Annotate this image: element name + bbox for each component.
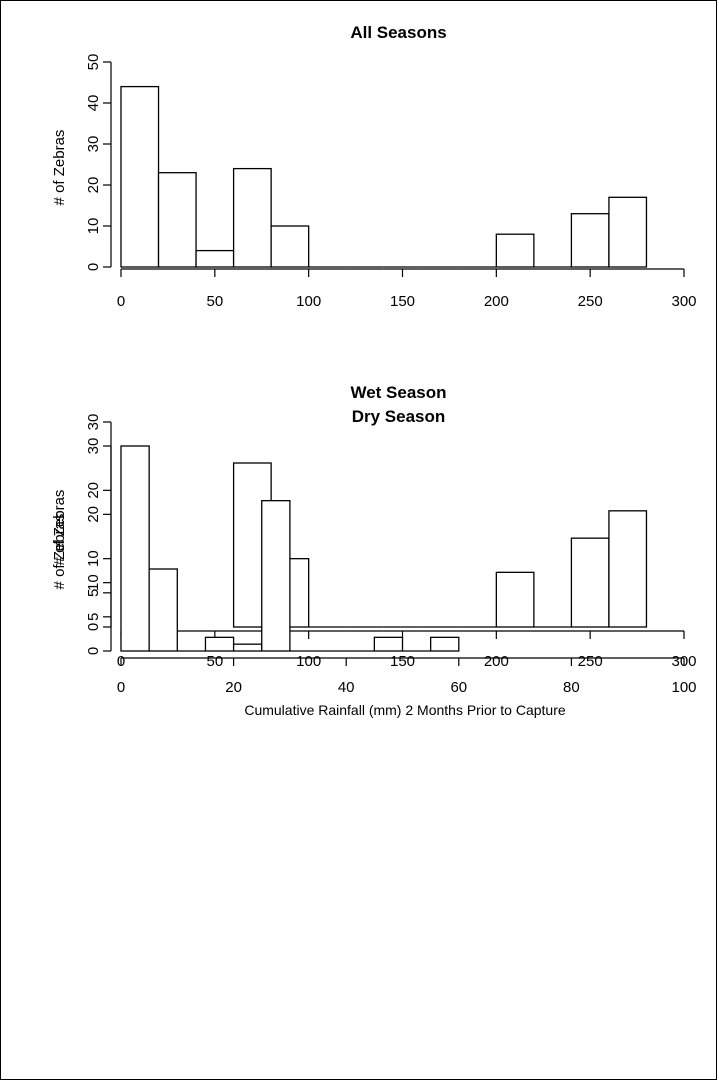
y-axis-label: # of Zebras bbox=[51, 514, 68, 590]
x-tick-label: 20 bbox=[225, 679, 242, 696]
y-tick-label: 10 bbox=[85, 218, 102, 235]
histogram-bar bbox=[570, 213, 610, 268]
y-tick-label: 0 bbox=[85, 623, 102, 631]
histogram-bar bbox=[232, 643, 263, 652]
y-axis-label: # of Zebras bbox=[51, 490, 68, 566]
y-tick-label: 10 bbox=[85, 550, 102, 567]
histogram-bar bbox=[608, 196, 648, 268]
histogram-bar bbox=[495, 233, 535, 268]
histogram-bar bbox=[232, 167, 272, 268]
x-tick-label: 150 bbox=[390, 293, 415, 310]
x-tick-label: 0 bbox=[117, 679, 125, 696]
x-tick-label: 200 bbox=[484, 653, 509, 670]
x-tick-label: 200 bbox=[484, 293, 509, 310]
histogram-bar bbox=[204, 636, 235, 652]
y-tick-label: 30 bbox=[85, 414, 102, 431]
y-tick-label: 0 bbox=[85, 263, 102, 271]
x-tick-label: 100 bbox=[671, 679, 696, 696]
y-tick-label: 5 bbox=[85, 613, 102, 621]
histogram-bar bbox=[373, 636, 404, 652]
histogram-bar bbox=[148, 568, 178, 652]
x-tick-label: 100 bbox=[296, 293, 321, 310]
x-tick-label: 250 bbox=[578, 653, 603, 670]
chart-title: All Seasons bbox=[350, 23, 446, 42]
x-tick-label: 50 bbox=[206, 293, 223, 310]
x-tick-label: 300 bbox=[671, 293, 696, 310]
histogram-bar bbox=[608, 510, 648, 628]
histogram-bar bbox=[495, 571, 535, 628]
x-tick-label: 0 bbox=[117, 293, 125, 310]
x-tick-label: 60 bbox=[450, 679, 467, 696]
histogram-bar bbox=[120, 445, 150, 652]
chart-title: Dry Season bbox=[352, 407, 446, 426]
x-tick-label: 50 bbox=[206, 653, 223, 670]
histogram-bar bbox=[157, 172, 197, 268]
y-axis-label: # of Zebras bbox=[51, 130, 68, 206]
y-tick-label: 20 bbox=[85, 482, 102, 499]
histogram-bar bbox=[195, 249, 235, 268]
histogram-bar bbox=[570, 537, 610, 628]
x-tick-label: 250 bbox=[578, 293, 603, 310]
y-tick-label: 20 bbox=[85, 506, 102, 523]
x-axis-label: Cumulative Rainfall (mm) 2 Months Prior … bbox=[244, 702, 566, 718]
y-tick-label: 0 bbox=[85, 647, 102, 655]
x-tick-label: 100 bbox=[296, 653, 321, 670]
y-tick-label: 40 bbox=[85, 95, 102, 112]
y-tick-label: 30 bbox=[85, 136, 102, 153]
x-tick-label: 150 bbox=[390, 653, 415, 670]
y-tick-label: 10 bbox=[85, 574, 102, 591]
chart-title: Wet Season bbox=[350, 383, 446, 402]
y-tick-label: 30 bbox=[85, 438, 102, 455]
histogram-bar bbox=[270, 225, 310, 268]
y-tick-label: 50 bbox=[85, 54, 102, 71]
x-tick-label: 80 bbox=[563, 679, 580, 696]
histogram-bar bbox=[429, 636, 460, 652]
y-tick-label: 5 bbox=[85, 589, 102, 597]
y-tick-label: 20 bbox=[85, 177, 102, 194]
x-tick-label: 40 bbox=[338, 679, 355, 696]
histogram-bar bbox=[120, 85, 160, 268]
histogram-bar bbox=[261, 500, 291, 652]
